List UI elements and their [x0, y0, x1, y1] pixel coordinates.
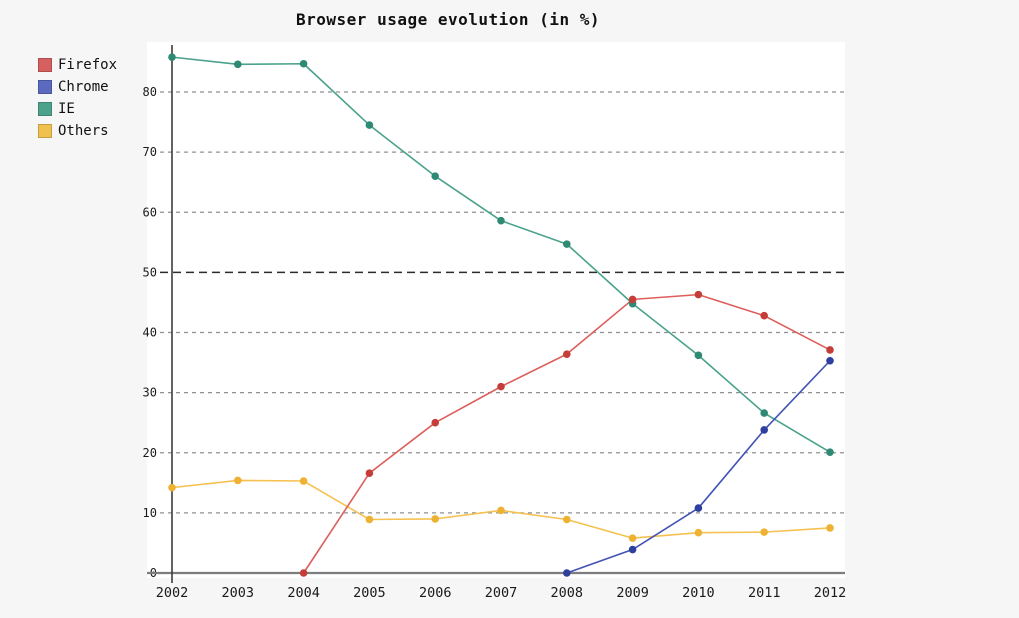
- point-firefox-2006: [431, 418, 440, 427]
- x-tick-label-2004: 2004: [287, 585, 320, 601]
- y-tick-label-50: 50: [143, 265, 157, 279]
- point-firefox-2010: [694, 290, 703, 299]
- x-tick-label-2003: 2003: [222, 585, 255, 601]
- point-firefox-2005: [365, 469, 374, 477]
- x-tick-label-2011: 2011: [748, 585, 781, 601]
- point-ie-2012: [826, 448, 834, 456]
- y-tick-label-70: 70: [143, 145, 157, 159]
- point-firefox-2007: [497, 382, 505, 391]
- legend-label-ie: IE: [58, 101, 75, 117]
- point-chrome-2010: [694, 504, 703, 512]
- legend-item-chrome: Chrome: [38, 76, 117, 98]
- legend-swatch-firefox: [38, 58, 52, 72]
- y-tick-label-60: 60: [143, 205, 157, 219]
- point-others-2002: [168, 483, 176, 492]
- legend-label-firefox: Firefox: [58, 57, 118, 73]
- legend-item-firefox: Firefox: [38, 54, 117, 76]
- x-tick-label-2009: 2009: [616, 585, 649, 601]
- point-ie-2004: [299, 59, 308, 68]
- point-chrome-2011: [760, 426, 768, 434]
- point-firefox-2012: [826, 346, 834, 354]
- x-tick-label-2006: 2006: [419, 585, 452, 601]
- point-others-2011: [760, 528, 768, 536]
- point-others-2006: [431, 515, 440, 523]
- point-chrome-2012: [826, 356, 834, 365]
- x-tick-label-2007: 2007: [485, 585, 518, 601]
- point-others-2009: [628, 534, 637, 542]
- point-firefox-2009: [628, 295, 637, 304]
- point-others-2003: [234, 476, 242, 485]
- point-ie-2002: [168, 53, 176, 61]
- y-tick-label-80: 80: [143, 85, 157, 99]
- point-others-2010: [694, 528, 703, 537]
- point-ie-2007: [497, 216, 505, 225]
- point-others-2005: [365, 515, 374, 524]
- legend-label-others: Others: [58, 123, 109, 139]
- legend: Firefox Chrome IE Others: [38, 54, 117, 142]
- x-tick-label-2008: 2008: [551, 585, 584, 601]
- point-ie-2006: [431, 172, 440, 180]
- point-firefox-2008: [563, 350, 571, 358]
- point-others-2004: [299, 477, 308, 485]
- point-ie-2003: [234, 60, 242, 69]
- x-tick-label-2010: 2010: [682, 585, 715, 601]
- point-firefox-2011: [760, 311, 768, 320]
- point-others-2012: [826, 524, 834, 532]
- point-others-2008: [563, 515, 571, 524]
- point-firefox-2004: [299, 569, 308, 577]
- point-chrome-2008: [563, 569, 571, 577]
- x-tick-label-2012: 2012: [814, 585, 847, 601]
- legend-swatch-ie: [38, 102, 52, 116]
- x-tick-label-2002: 2002: [156, 585, 189, 601]
- legend-label-chrome: Chrome: [58, 79, 109, 95]
- y-tick-label-10: 10: [143, 506, 157, 520]
- y-tick-label-30: 30: [143, 386, 157, 400]
- legend-item-others: Others: [38, 120, 117, 142]
- x-tick-label-2005: 2005: [353, 585, 386, 601]
- y-tick-label-20: 20: [143, 446, 157, 460]
- series-line-firefox: [302, 293, 831, 574]
- point-chrome-2009: [628, 545, 637, 554]
- point-ie-2005: [365, 121, 374, 129]
- legend-swatch-chrome: [38, 80, 52, 94]
- point-ie-2010: [694, 351, 703, 360]
- point-ie-2011: [760, 409, 768, 417]
- legend-item-ie: IE: [38, 98, 117, 120]
- point-others-2007: [497, 506, 505, 515]
- legend-swatch-others: [38, 124, 52, 138]
- y-tick-label-40: 40: [143, 326, 157, 340]
- plot-area: [147, 42, 845, 578]
- chart-title: Browser usage evolution (in %): [296, 10, 600, 29]
- point-ie-2008: [563, 240, 571, 248]
